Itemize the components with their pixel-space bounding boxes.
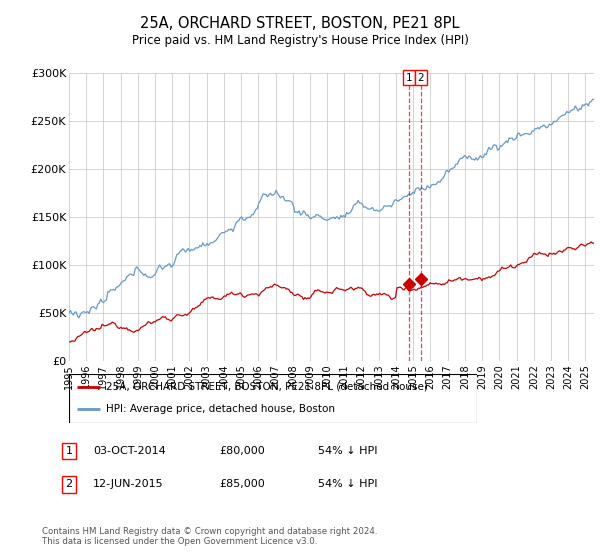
Text: 03-OCT-2014: 03-OCT-2014 <box>93 446 166 456</box>
Text: 54% ↓ HPI: 54% ↓ HPI <box>318 479 377 489</box>
Text: 1: 1 <box>406 73 412 83</box>
Text: Contains HM Land Registry data © Crown copyright and database right 2024.
This d: Contains HM Land Registry data © Crown c… <box>42 526 377 546</box>
Text: 12-JUN-2015: 12-JUN-2015 <box>93 479 164 489</box>
Text: 25A, ORCHARD STREET, BOSTON, PE21 8PL (detached house): 25A, ORCHARD STREET, BOSTON, PE21 8PL (d… <box>106 382 428 392</box>
Text: £85,000: £85,000 <box>219 479 265 489</box>
Text: 2: 2 <box>418 73 424 83</box>
Text: HPI: Average price, detached house, Boston: HPI: Average price, detached house, Bost… <box>106 404 335 414</box>
Text: Price paid vs. HM Land Registry's House Price Index (HPI): Price paid vs. HM Land Registry's House … <box>131 34 469 47</box>
Text: 1: 1 <box>65 446 73 456</box>
Text: 2: 2 <box>65 479 73 489</box>
Text: £80,000: £80,000 <box>219 446 265 456</box>
Text: 54% ↓ HPI: 54% ↓ HPI <box>318 446 377 456</box>
Text: 25A, ORCHARD STREET, BOSTON, PE21 8PL: 25A, ORCHARD STREET, BOSTON, PE21 8PL <box>140 16 460 31</box>
